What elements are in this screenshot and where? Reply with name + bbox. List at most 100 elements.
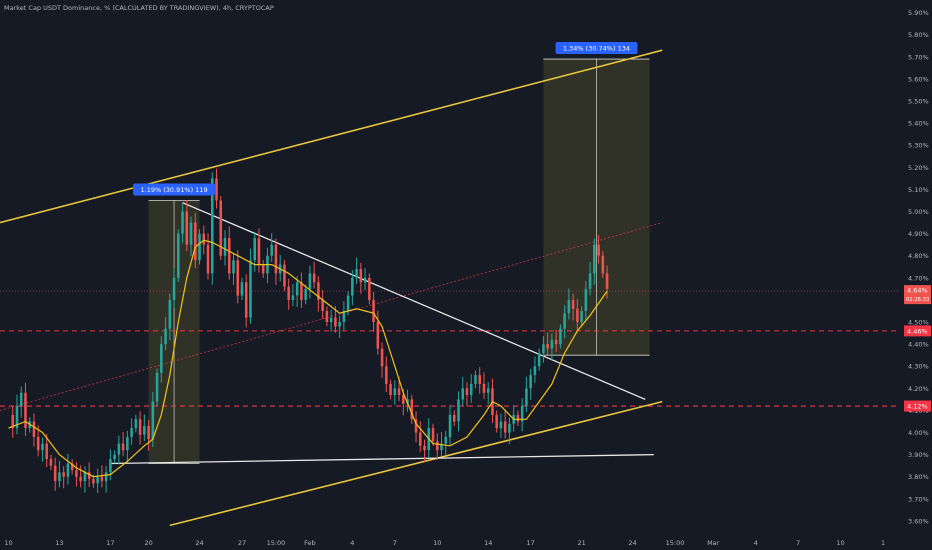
candle-body <box>291 295 295 300</box>
y-tick-label: 5.90% <box>908 9 929 17</box>
candle-body <box>520 406 524 422</box>
moving-average <box>8 239 608 478</box>
candle-body <box>385 366 388 384</box>
candle-body <box>62 472 65 477</box>
candle-body <box>249 260 252 318</box>
candle-body <box>19 392 23 407</box>
time-axis[interactable]: 10 13 17 20 24 27 15:00 Feb 4 7 10 14 17 21 24 15:00 Mar… <box>4 539 885 547</box>
candle-body <box>164 328 167 345</box>
descending-trendline <box>182 202 646 400</box>
candle-body <box>210 178 214 274</box>
candle-body <box>134 419 138 429</box>
level-tag-bg-1 <box>904 325 931 337</box>
moving-average-line <box>8 239 608 478</box>
candle-body <box>240 282 244 296</box>
candle-body <box>478 375 481 384</box>
price-axis[interactable]: 3.60%3.70%3.80%3.90%4.00%4.10%4.20%4.30%… <box>904 9 931 525</box>
candle-body <box>440 443 443 451</box>
candle-body <box>563 313 566 329</box>
candle-body <box>465 388 469 395</box>
current-price-tag-bg <box>904 285 931 305</box>
candle-body <box>593 244 596 274</box>
candle-body <box>529 375 532 389</box>
measurement-labels: 1.19% (30.91%) 119 1.34% (30.74%) 134 <box>133 42 638 196</box>
candle-body <box>198 233 201 261</box>
candle-body <box>571 299 575 309</box>
candle-body <box>24 392 27 429</box>
candle-body <box>317 282 320 300</box>
candle-body <box>376 322 380 349</box>
y-tick-label: 4.90% <box>908 230 929 238</box>
measurement-label-1: 1.19% (30.91%) 119 <box>141 186 208 194</box>
candle-body <box>143 425 146 435</box>
candle-body <box>351 277 354 296</box>
y-tick-label: 5.40% <box>908 120 929 128</box>
candle-body <box>499 421 503 429</box>
candle-body <box>461 388 465 400</box>
candle-body <box>334 317 337 327</box>
candle-body <box>32 421 36 437</box>
candle-body <box>368 277 371 300</box>
x-tick-label: 24 <box>195 539 203 547</box>
candle-body <box>321 299 324 311</box>
candle-body <box>45 443 48 460</box>
candle-body <box>380 348 384 367</box>
candle-body <box>100 476 104 482</box>
candle-body <box>172 277 176 300</box>
y-tick-label: 5.20% <box>908 164 929 172</box>
candle-body <box>113 454 116 460</box>
candle-body <box>287 286 290 300</box>
candle-body <box>215 178 218 201</box>
candle-body <box>419 432 422 446</box>
candle-body <box>580 310 583 323</box>
candle-body <box>346 295 350 311</box>
x-tick-label: 10 <box>433 539 441 547</box>
candle-body <box>342 310 346 323</box>
channel-lower-line <box>169 400 663 527</box>
candle-body <box>402 394 405 404</box>
candle-body <box>457 399 460 422</box>
candle-body <box>75 470 78 477</box>
candle-body <box>503 421 507 433</box>
candle-body <box>66 463 70 477</box>
candle-body <box>359 269 363 283</box>
candle-body <box>104 472 108 482</box>
current-price-tag: 4.64% <box>907 287 928 295</box>
candle-body <box>605 273 609 289</box>
candle-body <box>138 419 142 435</box>
y-tick-label: 5.70% <box>908 53 929 61</box>
x-tick-label: 15:00 <box>267 539 286 547</box>
candle-body <box>486 388 490 393</box>
y-tick-label: 3.90% <box>908 451 929 459</box>
y-tick-label: 4.20% <box>908 385 929 393</box>
candle-body <box>559 328 562 345</box>
level-tag-1: 4.46% <box>907 327 928 335</box>
candle-body <box>508 423 511 433</box>
candle-body <box>206 244 210 274</box>
candle-body <box>160 344 163 373</box>
candle-body <box>482 383 486 393</box>
candle-body <box>304 288 307 300</box>
x-tick-label: Feb <box>304 539 316 547</box>
candle-body <box>11 414 15 429</box>
candle-body <box>283 264 286 287</box>
candle-body <box>236 260 240 296</box>
candle-body <box>525 388 528 407</box>
x-tick-label: 4 <box>350 539 354 547</box>
countdown-tag: 02:26:33 <box>906 297 929 303</box>
candle-body <box>588 273 592 289</box>
candle-body <box>202 233 206 245</box>
candle-body <box>121 443 125 451</box>
y-tick-label: 5.10% <box>908 186 929 194</box>
candle-body <box>576 308 579 323</box>
x-tick-label: 1 <box>881 539 885 547</box>
candle-body <box>546 344 549 349</box>
x-tick-label: 4 <box>754 539 758 547</box>
y-tick-label: 4.00% <box>908 429 929 437</box>
candle-body <box>300 282 303 300</box>
measurement-label-bg-2 <box>555 42 638 55</box>
candle-body <box>96 476 99 484</box>
candle-body <box>126 436 129 451</box>
